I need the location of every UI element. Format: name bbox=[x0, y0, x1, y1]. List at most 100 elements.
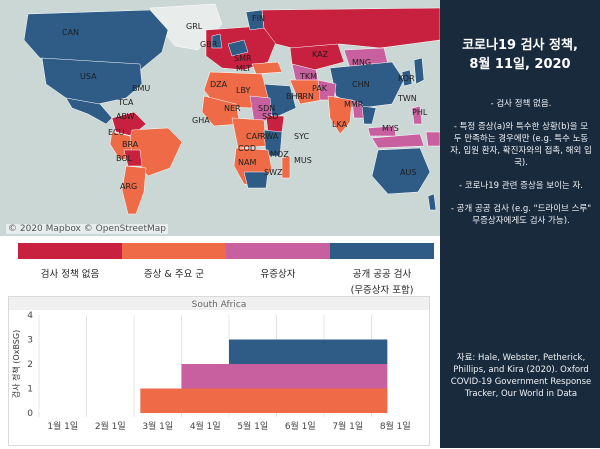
panel-title: 코로나19 검사 정책, 8월 11일, 2020 bbox=[440, 36, 600, 74]
y-axis-label: 검사 정책 (OxBSG) bbox=[11, 330, 21, 398]
legend-label-line: 증상 & 주요 군 bbox=[143, 269, 205, 280]
step-band-2 bbox=[181, 364, 388, 389]
country-label-gha: GHA bbox=[192, 116, 210, 125]
country-label-mus: MUS bbox=[294, 156, 312, 165]
country-label-ssd: SSD bbox=[262, 112, 279, 121]
legend-swatch-symptomatic bbox=[226, 243, 330, 259]
legend-color-bar bbox=[18, 243, 434, 259]
country-label-pak: PAK bbox=[312, 84, 328, 93]
country-label-lby: LBY bbox=[236, 86, 251, 95]
legend-label-line: 유증상자 bbox=[260, 269, 296, 280]
country-ind bbox=[327, 95, 353, 135]
world-map[interactable]: © 2020 Mapbox © OpenStreetMap CAN USA BMU T… bbox=[0, 0, 440, 236]
legend-label-1: 증상 & 주요 군 bbox=[122, 262, 226, 297]
x-tick-label: 5월 1일 bbox=[237, 420, 268, 432]
country-label-rwa: RWA bbox=[260, 132, 279, 141]
country-kor bbox=[401, 69, 413, 87]
country-label-swz: SWZ bbox=[264, 168, 283, 177]
country-label-cod: COD bbox=[238, 144, 257, 153]
country-label-kaz: KAZ bbox=[312, 50, 329, 59]
y-tick-label: 0 bbox=[27, 409, 33, 419]
country-label-sdn: SDN bbox=[258, 104, 276, 113]
country-tha bbox=[361, 105, 377, 125]
country-label-chn: CHN bbox=[352, 80, 370, 89]
step-band-1 bbox=[140, 388, 388, 413]
legend-label-2: 유증상자 bbox=[226, 262, 330, 297]
country-chn bbox=[329, 61, 405, 109]
y-tick-label: 4 bbox=[27, 311, 33, 321]
country-label-bra: BRA bbox=[122, 140, 139, 149]
x-tick-label: 6월 1일 bbox=[285, 420, 316, 432]
country-jpn bbox=[413, 57, 425, 85]
country-label-twn: TWN bbox=[398, 94, 417, 103]
country-mex bbox=[65, 97, 113, 125]
legend-swatch-open-public bbox=[330, 243, 434, 259]
step-band-3 bbox=[229, 339, 388, 364]
country-label-grl: GRL bbox=[186, 22, 203, 31]
policy-desc-1: - 특정 증상(a)와 특수한 상황(b)을 모두 만족하는 경우에만 (e.g… bbox=[450, 122, 592, 168]
south-africa-chart[interactable]: South Africa 1월 1일 2월 1일 3월 1일 4월 1일 5월 1일 6월 … bbox=[8, 296, 430, 446]
country-wafr bbox=[201, 95, 241, 127]
chart-title-bar bbox=[9, 297, 429, 310]
country-label-tca: TCA bbox=[118, 98, 134, 107]
country-rus bbox=[261, 7, 440, 51]
country-label-mmr: MMR bbox=[344, 100, 364, 109]
policy-desc-3: - 공개 공공 검사 (e.g. "드라이브 스루" 무증상자에게도 검사 가능… bbox=[450, 204, 592, 226]
country-label-can: CAN bbox=[62, 28, 80, 37]
legend-swatch-no-policy bbox=[18, 243, 122, 259]
map-shapes bbox=[23, 3, 440, 215]
country-mdg bbox=[281, 155, 291, 179]
x-tick-label: 8월 1일 bbox=[380, 420, 411, 432]
x-tick-label: 4월 1일 bbox=[190, 420, 221, 432]
country-label-caf: CAF bbox=[246, 132, 262, 141]
y-tick-label: 1 bbox=[27, 385, 33, 395]
country-arg bbox=[121, 165, 147, 215]
x-tick-label: 2월 1일 bbox=[95, 420, 126, 432]
legend-label-0: 검사 정책 없음 bbox=[18, 262, 122, 297]
legend-labels: 검사 정책 없음 증상 & 주요 군 유증상자 공개 공공 검사 (무증상자 포함… bbox=[18, 262, 434, 297]
country-label-mng: MNG bbox=[352, 58, 372, 67]
legend-swatch-symptoms-key-groups bbox=[122, 243, 226, 259]
data-source: 자료: Hale, Webster, Petherick, Phillips, … bbox=[450, 353, 592, 399]
country-label-bhr: BHR bbox=[286, 92, 304, 101]
country-nzl bbox=[427, 193, 437, 211]
y-tick-label: 3 bbox=[27, 336, 33, 346]
policy-descriptions: - 검사 정책 없음. - 특정 증상(a)와 특수한 상황(b)을 모두 만족… bbox=[450, 98, 592, 238]
country-label-nam: NAM bbox=[238, 158, 257, 167]
country-aus bbox=[371, 147, 431, 195]
policy-desc-0: - 검사 정책 없음. bbox=[490, 99, 552, 109]
country-label-lka: LKA bbox=[332, 120, 348, 129]
country-label-bol: BOL bbox=[116, 154, 133, 163]
country-label-fin: FIN bbox=[252, 14, 265, 23]
country-png bbox=[425, 131, 440, 147]
country-bol bbox=[123, 149, 143, 167]
legend-label-line: (무증상자 포함) bbox=[350, 285, 414, 296]
legend-label-line: 공개 공공 검사 bbox=[352, 269, 412, 280]
country-label-usa: USA bbox=[80, 72, 97, 81]
x-tick-label: 7월 1일 bbox=[332, 420, 363, 432]
country-label-phl: PHL bbox=[412, 108, 428, 117]
country-idn bbox=[371, 133, 425, 149]
country-label-aus: AUS bbox=[400, 168, 417, 177]
country-label-kor: KOR bbox=[398, 74, 415, 83]
country-label-ecu: ECU bbox=[108, 128, 125, 137]
country-phl bbox=[411, 105, 423, 125]
country-label-syc: SYC bbox=[294, 132, 310, 141]
country-label-ner: NER bbox=[224, 104, 241, 113]
country-label-irn: IRN bbox=[300, 92, 314, 101]
x-tick-label: 3월 1일 bbox=[142, 420, 173, 432]
country-label-mys: MYS bbox=[382, 124, 399, 133]
map-credit[interactable]: © 2020 Mapbox © OpenStreetMap bbox=[6, 224, 168, 234]
country-label-smr: SMR bbox=[234, 54, 252, 63]
country-label-tkm: TKM bbox=[300, 72, 318, 81]
country-deu bbox=[227, 39, 249, 57]
policy-desc-2: - 코로나19 관련 증상을 보이는 자. bbox=[459, 181, 583, 191]
country-label-dza: DZA bbox=[210, 80, 228, 89]
chart-svg: South Africa 1월 1일 2월 1일 3월 1일 4월 1일 5월 1일 6월 … bbox=[9, 297, 429, 432]
country-zaf bbox=[243, 171, 269, 189]
country-usa bbox=[41, 57, 143, 105]
legend-label-line: 검사 정책 없음 bbox=[40, 269, 100, 280]
country-label-arg: ARG bbox=[120, 182, 138, 191]
country-label-abw: ABW bbox=[116, 112, 135, 121]
panel-title-line2: 8월 11일, 2020 bbox=[469, 57, 571, 72]
